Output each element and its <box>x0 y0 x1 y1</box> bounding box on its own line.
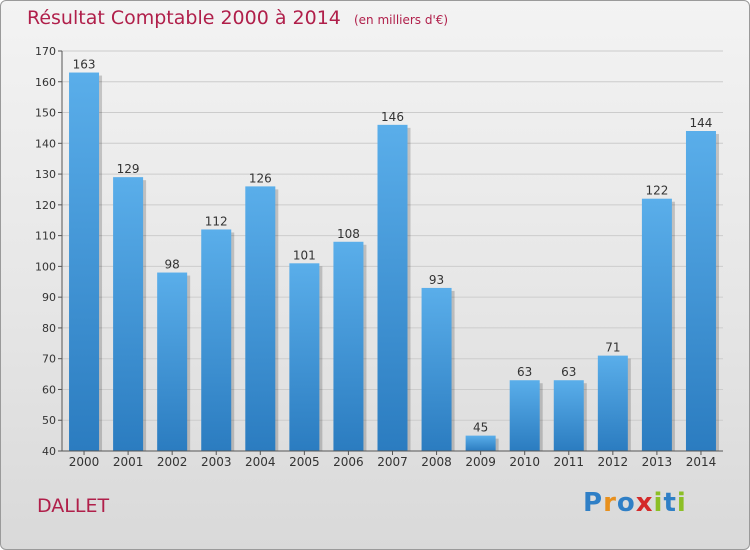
y-tick-label: 90 <box>42 291 56 304</box>
x-tick-label: 2009 <box>465 455 496 469</box>
y-tick-label: 160 <box>35 76 56 89</box>
bar <box>333 241 364 451</box>
x-tick-label: 2012 <box>598 455 629 469</box>
axes <box>58 50 723 455</box>
logo-letter: r <box>603 488 617 518</box>
logo-letter: i <box>653 488 664 518</box>
bars <box>69 72 719 452</box>
x-tick-label: 2004 <box>245 455 276 469</box>
data-label: 163 <box>73 58 96 72</box>
y-tick-label: 40 <box>42 445 56 458</box>
y-tick-label: 100 <box>35 260 56 273</box>
chart-title-block: Résultat Comptable 2000 à 2014 (en milli… <box>27 7 448 29</box>
data-label: 63 <box>517 365 532 379</box>
data-label: 122 <box>645 184 668 198</box>
x-tick-label: 2008 <box>421 455 452 469</box>
y-tick-label: 170 <box>35 45 56 58</box>
x-tick-label: 2007 <box>377 455 408 469</box>
bar <box>509 380 540 451</box>
x-tick-label: 2014 <box>686 455 717 469</box>
bar <box>553 380 584 451</box>
chart-title: Résultat Comptable 2000 à 2014 <box>27 7 341 29</box>
y-tick-label: 60 <box>42 383 56 396</box>
y-tick-label: 140 <box>35 137 56 150</box>
bar <box>113 177 144 451</box>
x-tick-label: 2003 <box>201 455 232 469</box>
y-tick-label: 70 <box>42 353 56 366</box>
bar <box>201 229 232 451</box>
x-tick-label: 2011 <box>553 455 584 469</box>
data-label: 45 <box>473 421 488 435</box>
labels: 40 50 60 70 80 90 100 110 120 130 140 150 160 170 163 2… <box>35 45 716 469</box>
proxiti-logo: Proxiti <box>583 488 687 518</box>
y-tick-label: 130 <box>35 168 56 181</box>
logo-letter: t <box>663 488 677 518</box>
data-label: 93 <box>429 273 444 287</box>
data-label: 108 <box>337 227 360 241</box>
logo-letter: i <box>676 488 687 518</box>
y-tick-label: 110 <box>35 230 56 243</box>
data-label: 126 <box>249 171 272 185</box>
logo-letter: o <box>616 488 636 518</box>
x-tick-label: 2005 <box>289 455 320 469</box>
data-label: 144 <box>690 116 713 130</box>
bar <box>289 263 320 451</box>
bar <box>465 435 496 451</box>
bar <box>157 272 188 451</box>
data-label: 129 <box>117 162 140 176</box>
data-label: 112 <box>205 214 228 228</box>
bar <box>245 186 276 451</box>
x-tick-label: 2000 <box>69 455 100 469</box>
bar <box>597 355 628 451</box>
x-tick-label: 2013 <box>642 455 673 469</box>
logo-letter: P <box>583 488 604 518</box>
x-tick-label: 2001 <box>113 455 144 469</box>
data-label: 101 <box>293 248 316 262</box>
x-tick-label: 2010 <box>509 455 540 469</box>
bar <box>641 198 672 451</box>
chart-unit: (en milliers d'€) <box>353 13 449 27</box>
y-tick-label: 150 <box>35 107 56 120</box>
bar <box>421 287 452 451</box>
x-tick-label: 2002 <box>157 455 188 469</box>
y-tick-label: 80 <box>42 322 56 335</box>
data-label: 146 <box>381 110 404 124</box>
x-tick-label: 2006 <box>333 455 364 469</box>
logo-letter: x <box>635 488 654 518</box>
bar <box>377 124 408 451</box>
data-label: 71 <box>605 341 620 355</box>
bar <box>69 72 100 452</box>
data-label: 63 <box>561 365 576 379</box>
y-tick-label: 120 <box>35 199 56 212</box>
commune-name: DALLET <box>37 495 110 517</box>
data-label: 98 <box>165 258 180 272</box>
y-tick-label: 50 <box>42 414 56 427</box>
bar <box>685 131 716 451</box>
